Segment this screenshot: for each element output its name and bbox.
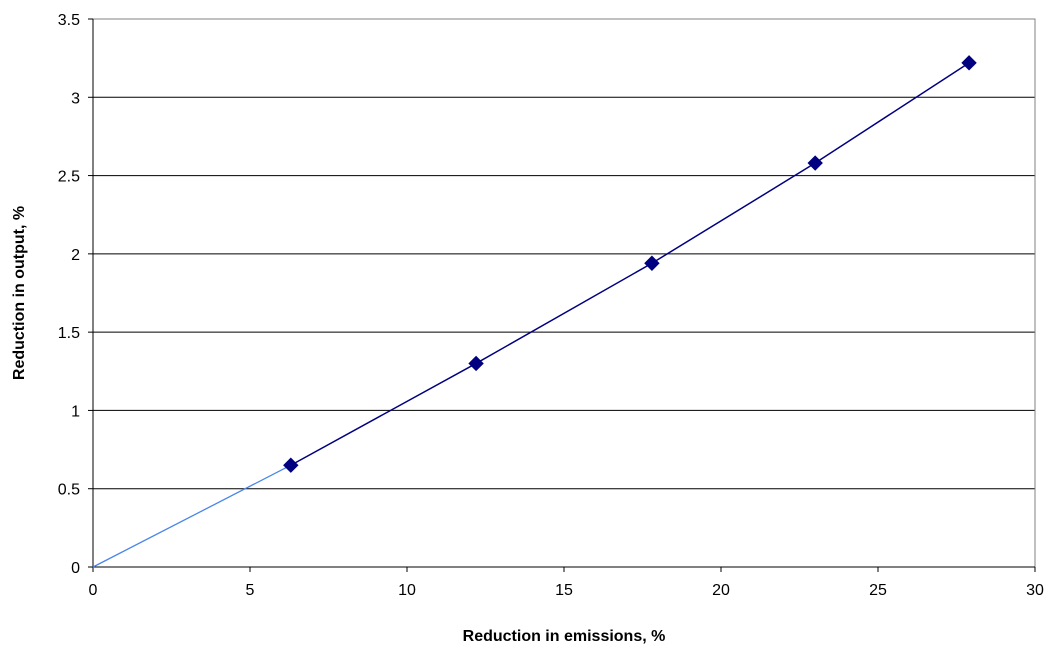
data-point-marker [468,355,484,372]
x-tick-label: 25 [869,582,887,599]
y-tick-label: 0.5 [58,482,80,499]
x-axis-title: Reduction in emissions, % [463,628,666,645]
y-tick-label: 2.5 [58,169,80,186]
x-axis-ticks: 0 5 10 15 20 25 30 [89,566,1044,599]
data-point-marker [644,255,660,271]
x-tick-label: 5 [246,582,255,599]
x-tick-label: 10 [398,582,416,599]
data-point-marker [283,457,299,473]
grid-lines [93,96,1035,490]
data-point-marker [807,155,823,171]
plot-area-frame [92,18,1036,568]
x-tick-label: 30 [1026,582,1044,599]
y-tick-label: 1.5 [58,325,80,342]
series-layer [92,55,977,568]
x-tick-label: 0 [89,582,98,599]
y-tick-label: 0 [71,560,80,577]
series-line [290,62,970,466]
y-axis-ticks: 0 0.5 1 1.5 2 2.5 3 3.5 [58,12,94,577]
x-tick-label: 20 [712,582,730,599]
y-tick-label: 1 [71,403,80,420]
y-tick-label: 2 [71,247,80,264]
y-tick-label: 3.5 [58,12,80,29]
extrapolation-line [92,464,292,568]
y-axis-title: Reduction in output, % [11,206,28,380]
data-point-marker [961,55,977,71]
x-tick-label: 15 [555,582,573,599]
y-tick-label: 3 [71,90,80,107]
